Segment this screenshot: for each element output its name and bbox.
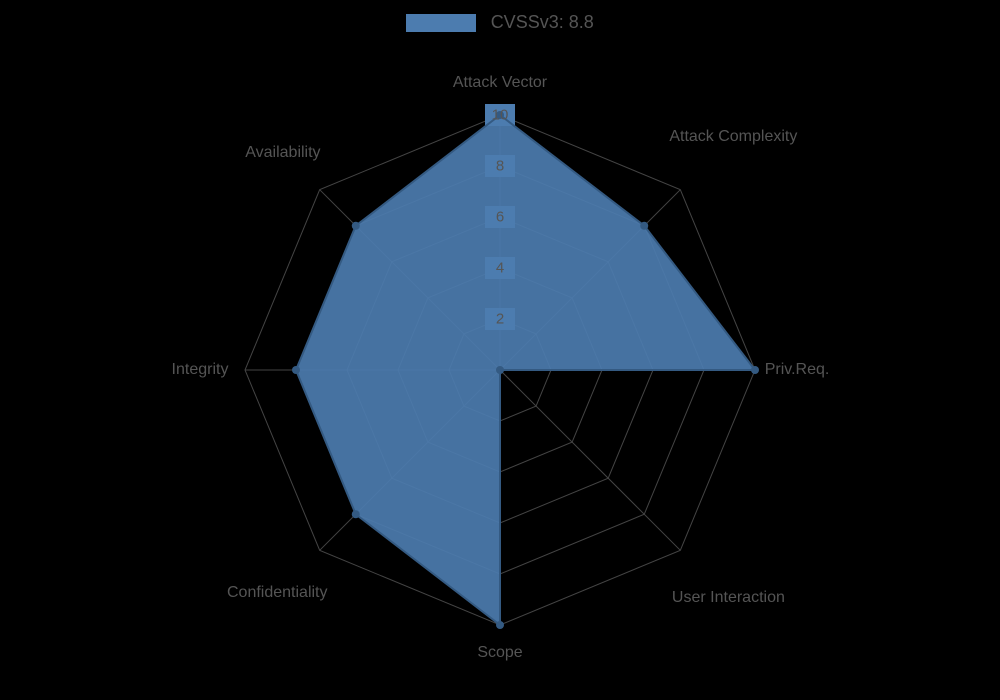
axis-label-integrity: Integrity: [172, 361, 229, 379]
axis-label-availability: Availability: [245, 144, 320, 162]
tick-label: 8: [496, 158, 504, 175]
series-point: [292, 366, 300, 374]
series-polygon: [296, 115, 755, 625]
axis-label-user-interaction: User Interaction: [672, 589, 785, 607]
tick-label: 2: [496, 311, 504, 328]
tick-label: 4: [496, 260, 504, 277]
axis-label-scope: Scope: [477, 644, 522, 662]
series-point: [352, 510, 360, 518]
tick-label: 6: [496, 209, 504, 226]
radar-chart: CVSSv3: 8.8 246810Attack VectorAttack Co…: [0, 0, 1000, 700]
series-point: [751, 366, 759, 374]
axis-label-priv-req: Priv.Req.: [765, 361, 830, 379]
series-point: [352, 222, 360, 230]
grid-spoke: [500, 370, 680, 550]
series-point: [496, 366, 504, 374]
series-point: [496, 621, 504, 629]
radar-series: [292, 111, 759, 629]
axis-label-attack-complexity: Attack Complexity: [669, 128, 797, 146]
tick-label: 10: [492, 107, 509, 124]
axis-label-confidentiality: Confidentiality: [227, 584, 328, 602]
axis-label-attack-vector: Attack Vector: [453, 74, 547, 92]
radar-svg: [0, 0, 1000, 700]
series-point: [640, 222, 648, 230]
